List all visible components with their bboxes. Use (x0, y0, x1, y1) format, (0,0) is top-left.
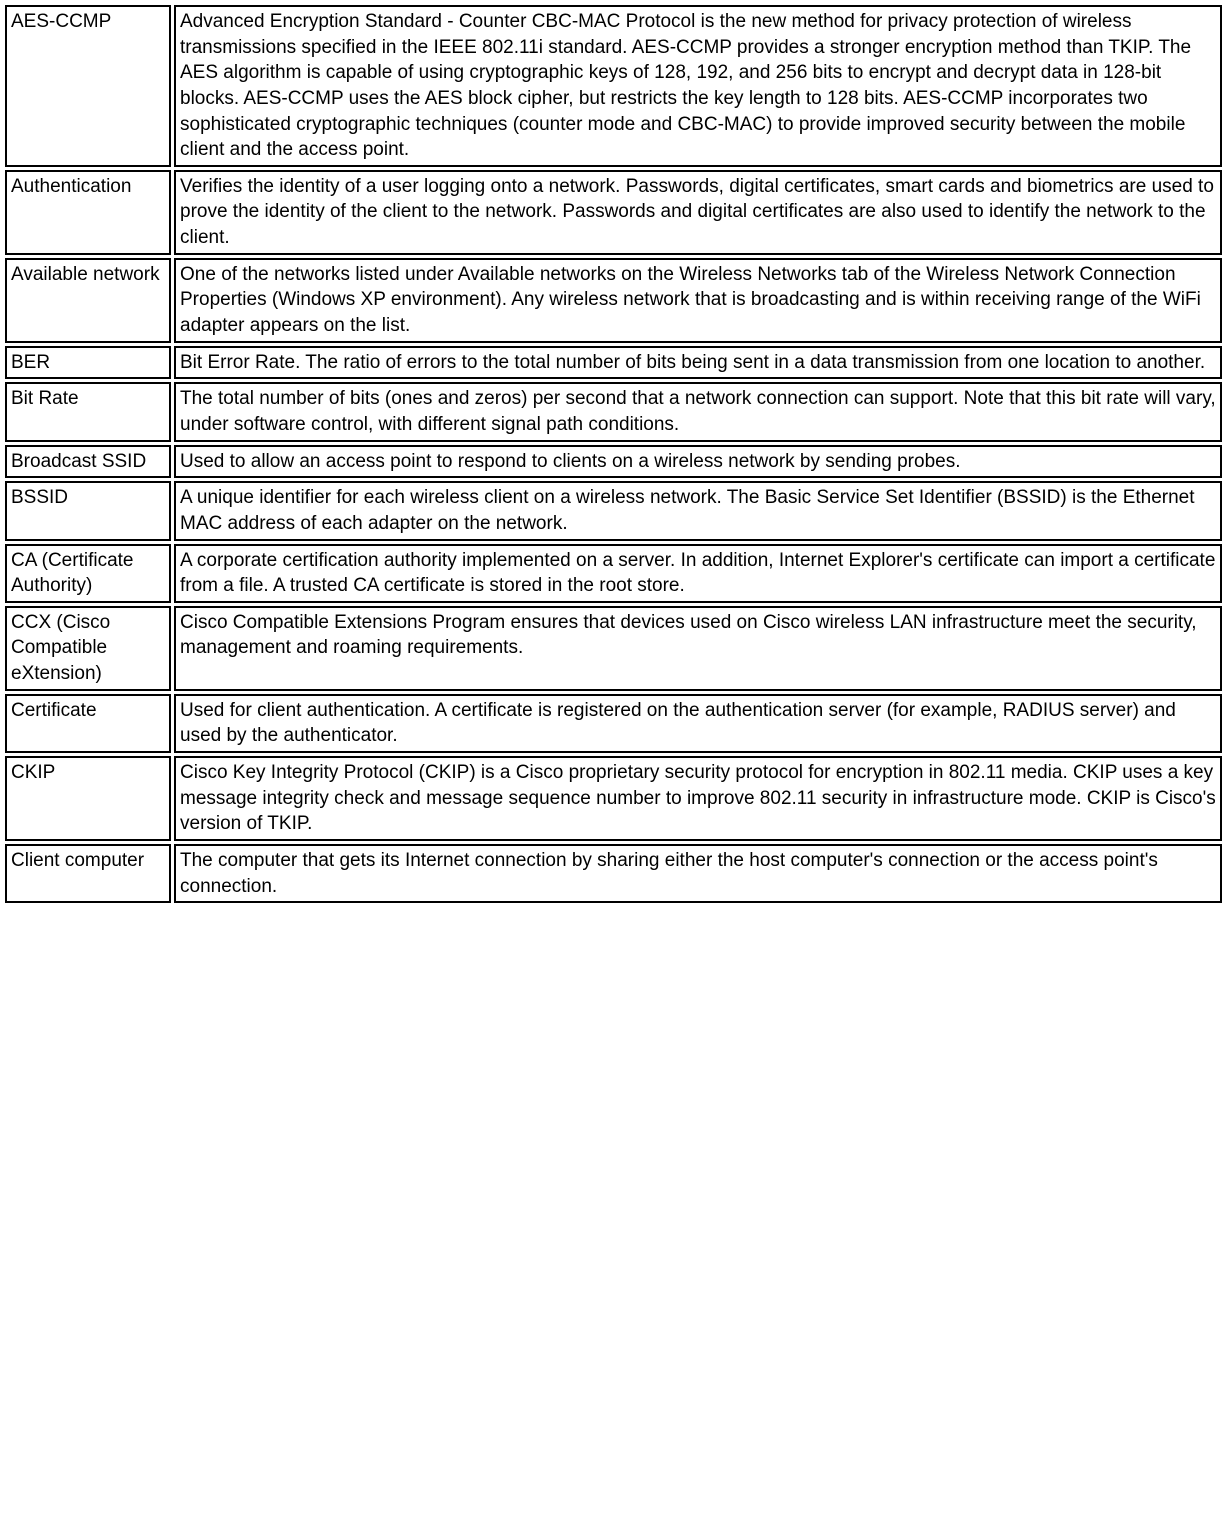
glossary-body: AES-CCMP Advanced Encryption Standard - … (5, 5, 1222, 903)
term-cell: CCX (Cisco Compatible eXtension) (5, 606, 171, 691)
definition-cell: Used to allow an access point to respond… (174, 445, 1222, 479)
definition-cell: One of the networks listed under Availab… (174, 258, 1222, 343)
definition-cell: Verifies the identity of a user logging … (174, 170, 1222, 255)
term-cell: BSSID (5, 481, 171, 540)
table-row: CKIP Cisco Key Integrity Protocol (CKIP)… (5, 756, 1222, 841)
term-cell: Client computer (5, 844, 171, 903)
table-row: Broadcast SSID Used to allow an access p… (5, 445, 1222, 479)
definition-cell: Bit Error Rate. The ratio of errors to t… (174, 346, 1222, 380)
term-cell: Broadcast SSID (5, 445, 171, 479)
table-row: CA (Certificate Authority) A corporate c… (5, 544, 1222, 603)
table-row: CCX (Cisco Compatible eXtension) Cisco C… (5, 606, 1222, 691)
term-cell: Certificate (5, 694, 171, 753)
term-cell: Authentication (5, 170, 171, 255)
term-cell: CKIP (5, 756, 171, 841)
definition-cell: Cisco Compatible Extensions Program ensu… (174, 606, 1222, 691)
table-row: Available network One of the networks li… (5, 258, 1222, 343)
definition-cell: Advanced Encryption Standard - Counter C… (174, 5, 1222, 167)
term-cell: BER (5, 346, 171, 380)
glossary-table: AES-CCMP Advanced Encryption Standard - … (2, 2, 1225, 906)
definition-cell: The total number of bits (ones and zeros… (174, 382, 1222, 441)
definition-cell: Used for client authentication. A certif… (174, 694, 1222, 753)
term-cell: Bit Rate (5, 382, 171, 441)
table-row: Certificate Used for client authenticati… (5, 694, 1222, 753)
term-cell: CA (Certificate Authority) (5, 544, 171, 603)
definition-cell: A unique identifier for each wireless cl… (174, 481, 1222, 540)
definition-cell: Cisco Key Integrity Protocol (CKIP) is a… (174, 756, 1222, 841)
term-cell: AES-CCMP (5, 5, 171, 167)
definition-cell: A corporate certification authority impl… (174, 544, 1222, 603)
table-row: Client computer The computer that gets i… (5, 844, 1222, 903)
table-row: Bit Rate The total number of bits (ones … (5, 382, 1222, 441)
table-row: Authentication Verifies the identity of … (5, 170, 1222, 255)
term-cell: Available network (5, 258, 171, 343)
table-row: BER Bit Error Rate. The ratio of errors … (5, 346, 1222, 380)
table-row: BSSID A unique identifier for each wirel… (5, 481, 1222, 540)
table-row: AES-CCMP Advanced Encryption Standard - … (5, 5, 1222, 167)
definition-cell: The computer that gets its Internet conn… (174, 844, 1222, 903)
